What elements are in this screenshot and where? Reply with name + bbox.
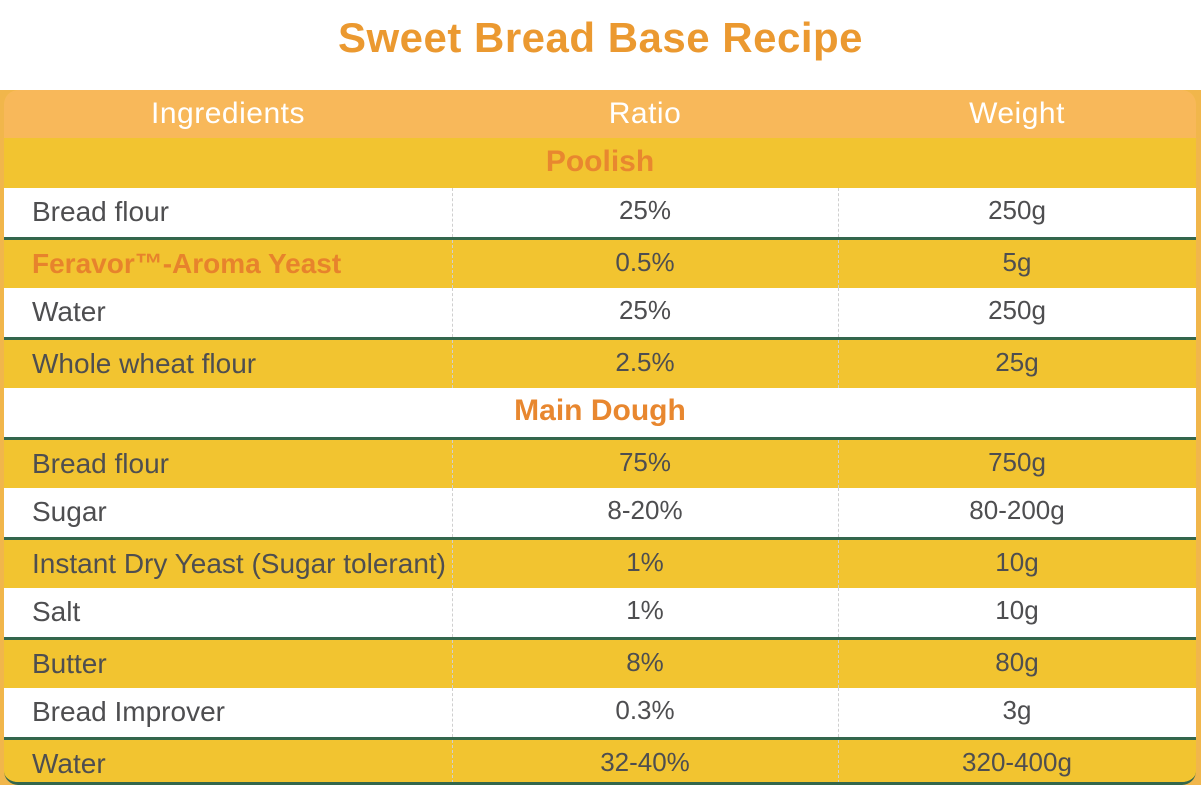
weight-cell: 3g <box>837 688 1196 740</box>
table-row: Water 32-40% 320-400g <box>4 738 1196 782</box>
ratio-cell: 0.5% <box>451 238 839 288</box>
table-row: Whole wheat flour 2.5% 25g <box>4 338 1196 388</box>
column-header-weight: Weight <box>838 90 1196 138</box>
ingredient-cell: Sugar <box>4 488 452 540</box>
table-row: Water 25% 250g <box>4 288 1196 340</box>
table-header-row: Ingredients Ratio Weight <box>4 90 1196 138</box>
section-row-main-dough: Main Dough <box>4 388 1196 440</box>
recipe-table: Ingredients Ratio Weight Poolish Bread f… <box>4 90 1196 782</box>
weight-cell: 750g <box>837 438 1196 488</box>
column-header-ingredients: Ingredients <box>4 90 452 138</box>
ingredient-cell: Bread flour <box>4 188 452 240</box>
ingredient-cell: Bread flour <box>32 447 169 479</box>
ingredient-cell: Whole wheat flour <box>32 347 257 379</box>
weight-cell: 25g <box>837 338 1196 388</box>
weight-cell: 320-400g <box>837 738 1196 782</box>
weight-cell: 250g <box>837 188 1196 240</box>
ratio-cell: 1% <box>451 588 839 640</box>
weight-cell: 250g <box>837 288 1196 340</box>
ingredient-cell: Butter <box>32 647 107 679</box>
ratio-cell: 32-40% <box>451 738 839 782</box>
ingredient-cell: Feravor™-Aroma Yeast <box>32 247 342 279</box>
table-row: Salt 1% 10g <box>4 588 1196 640</box>
table-row: Bread Improver 0.3% 3g <box>4 688 1196 740</box>
ingredient-cell: Water <box>32 747 106 779</box>
ratio-cell: 0.3% <box>451 688 839 740</box>
table-row: Butter 8% 80g <box>4 638 1196 688</box>
title-band: Sweet Bread Base Recipe <box>0 0 1201 90</box>
ingredient-cell: Salt <box>4 588 452 640</box>
table-row: Bread flour 75% 750g <box>4 438 1196 488</box>
page-title: Sweet Bread Base Recipe <box>337 14 864 61</box>
table-row-feravor-highlight: Feravor™-Aroma Yeast 0.5% 5g <box>4 238 1196 288</box>
section-row-poolish: Poolish <box>4 138 1196 188</box>
ratio-cell: 2.5% <box>451 338 839 388</box>
weight-cell: 10g <box>837 538 1196 588</box>
weight-cell: 5g <box>837 238 1196 288</box>
ratio-cell: 8-20% <box>451 488 839 540</box>
table-row: Sugar 8-20% 80-200g <box>4 488 1196 540</box>
ratio-cell: 25% <box>451 288 839 340</box>
weight-cell: 80-200g <box>837 488 1196 540</box>
column-header-ratio: Ratio <box>452 90 838 138</box>
recipe-table-container: Ingredients Ratio Weight Poolish Bread f… <box>4 90 1196 785</box>
weight-cell: 10g <box>837 588 1196 640</box>
ratio-cell: 25% <box>451 188 839 240</box>
table-row: Bread flour 25% 250g <box>4 188 1196 240</box>
section-title: Poolish <box>545 144 655 178</box>
weight-cell: 80g <box>837 638 1196 688</box>
ratio-cell: 1% <box>451 538 839 588</box>
ingredient-cell: Water <box>4 288 452 340</box>
ingredient-cell: Bread Improver <box>4 688 452 740</box>
ratio-cell: 8% <box>451 638 839 688</box>
section-title: Main Dough <box>4 388 1196 440</box>
ratio-cell: 75% <box>451 438 839 488</box>
ingredient-cell: Instant Dry Yeast (Sugar tolerant) <box>32 547 446 579</box>
table-row: Instant Dry Yeast (Sugar tolerant) 1% 10… <box>4 538 1196 588</box>
